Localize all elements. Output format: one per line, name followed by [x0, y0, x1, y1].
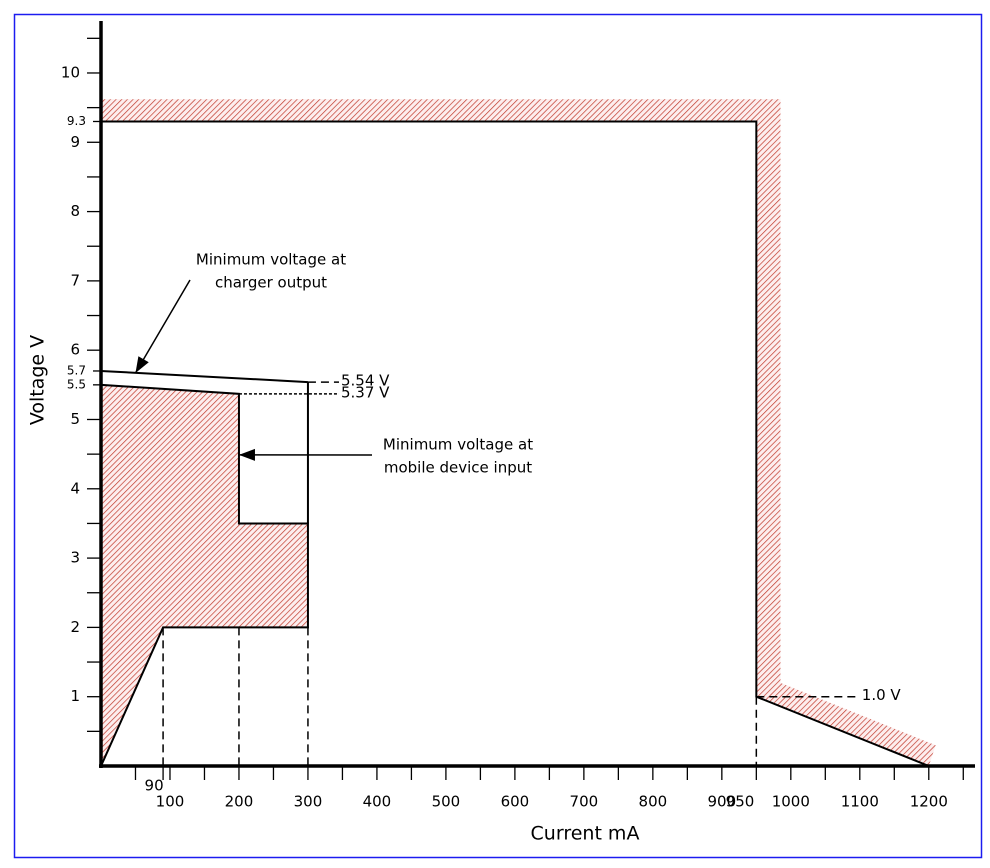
x-tick-label: 100 [156, 793, 185, 811]
annotation-text: charger output [215, 274, 327, 292]
y-tick-label: 9 [70, 133, 80, 151]
x-tick-label: 950 [726, 793, 755, 811]
y-tick-label: 2 [70, 618, 80, 636]
annotation-text: Minimum voltage at [383, 436, 533, 454]
y-tick-label: 6 [70, 341, 80, 359]
series-line [100, 369, 308, 384]
annotation-text: mobile device input [384, 459, 532, 477]
x-tick-label: 300 [294, 793, 323, 811]
y-tick-label: 8 [70, 202, 80, 220]
y-axis-label: Voltage V [27, 335, 49, 425]
y-tick-label: 5.7 [67, 363, 86, 377]
y-tick-label: 4 [70, 479, 80, 497]
value-label: 5.54 V [341, 372, 390, 390]
x-tick-label: 600 [501, 793, 530, 811]
x-tick-label: 1200 [910, 793, 948, 811]
y-tick-label: 1 [70, 687, 80, 705]
x-axis-label: Current mA [531, 823, 640, 845]
value-label: 5.37 V [341, 383, 390, 401]
frame [13, 13, 983, 859]
x-tick-label: 800 [639, 793, 668, 811]
y-tick-label: 5.5 [67, 377, 86, 391]
series-line [101, 120, 930, 767]
arrow-head [238, 448, 255, 461]
annotation-arrow [134, 279, 191, 374]
x-tick-label: 700 [570, 793, 599, 811]
value-label: 1.0 V [862, 686, 902, 704]
y-tick-label: 3 [70, 549, 80, 567]
x-tick-label: 90 [145, 777, 164, 795]
x-tick-label: 400 [363, 793, 392, 811]
x-tick-label: 500 [432, 793, 461, 811]
x-tick-label: 1100 [841, 793, 879, 811]
hatched-area [100, 383, 309, 767]
hatched-area [101, 99, 936, 766]
x-tick-label: 200 [225, 793, 254, 811]
x-tick-label: 900 [708, 793, 737, 811]
y-tick-label: 5 [70, 410, 80, 428]
y-tick-label: 7 [70, 271, 80, 289]
y-tick-label: 10 [61, 63, 80, 81]
annotation-text: Minimum voltage at [196, 251, 346, 269]
arrow-head [135, 356, 149, 374]
x-tick-label: 1000 [772, 793, 810, 811]
y-tick-label: 9.3 [67, 114, 86, 128]
